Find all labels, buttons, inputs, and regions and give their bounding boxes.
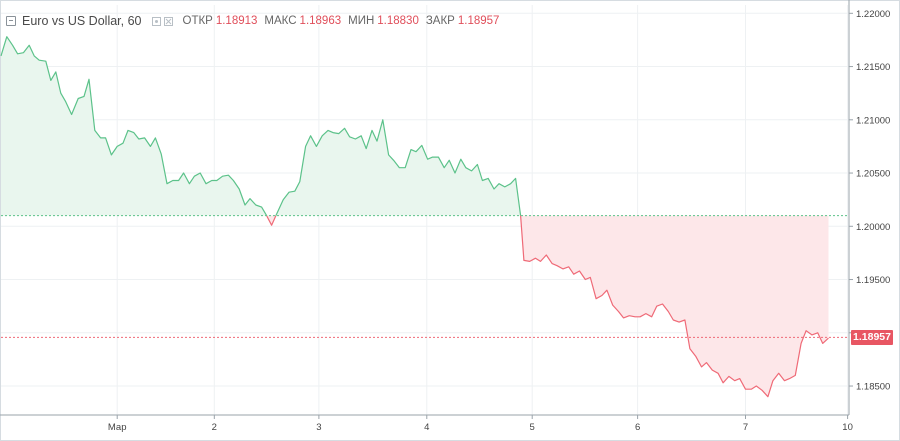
high-value: 1.18963 bbox=[299, 15, 342, 27]
line-segment-down bbox=[520, 215, 829, 398]
x-tick-label: 6 bbox=[635, 422, 640, 433]
open-value: 1.18913 bbox=[215, 15, 258, 27]
area-below-baseline bbox=[266, 215, 276, 226]
x-tick-label: Мар bbox=[108, 422, 127, 433]
x-tick-label: 7 bbox=[743, 422, 748, 433]
visibility-icon[interactable] bbox=[151, 16, 161, 26]
area-fills bbox=[1, 36, 829, 397]
open-label: ОТКР bbox=[182, 15, 213, 27]
line-segment-down bbox=[266, 215, 277, 226]
close-value: 1.18957 bbox=[457, 15, 500, 27]
series-legend: Euro vs US Dollar, 60 ОТКР 1.18913 МАКС … bbox=[6, 12, 499, 30]
low-label: МИН bbox=[348, 15, 375, 27]
x-tick-label: 4 bbox=[424, 422, 429, 433]
y-tick-label: 1.18500 bbox=[856, 382, 890, 393]
y-tick-label: 1.20000 bbox=[856, 222, 890, 233]
line-segment-up bbox=[0, 36, 268, 216]
low-value: 1.18830 bbox=[377, 15, 419, 27]
x-tick-label: 5 bbox=[530, 422, 535, 433]
price-line bbox=[0, 36, 829, 398]
y-tick-label: 1.19500 bbox=[856, 275, 890, 286]
axes: 1.22000 1.21500 1.21000 1.20500 1.20000 1.195… bbox=[0, 0, 890, 433]
current-price-badge: 1.18957 bbox=[851, 329, 893, 345]
reference-lines bbox=[1, 215, 849, 338]
area-below-baseline bbox=[520, 215, 829, 397]
y-tick-label: 1.20500 bbox=[856, 169, 890, 180]
y-tick-label: 1.21500 bbox=[856, 62, 890, 73]
remove-series-icon[interactable] bbox=[163, 16, 173, 26]
high-label: МАКС bbox=[264, 15, 297, 27]
symbol-title: Euro vs US Dollar, 60 bbox=[22, 14, 142, 28]
x-tick-label: 3 bbox=[316, 422, 321, 433]
area-above-baseline bbox=[275, 119, 521, 216]
line-segment-up bbox=[275, 119, 522, 216]
area-above-baseline bbox=[1, 36, 267, 216]
x-tick-label: 10 bbox=[842, 422, 853, 433]
y-tick-label: 1.21000 bbox=[856, 115, 890, 126]
close-label: ЗАКР bbox=[425, 15, 455, 27]
x-tick-label: 2 bbox=[212, 422, 217, 433]
series-menu-icon[interactable] bbox=[6, 16, 16, 26]
y-tick-label: 1.22000 bbox=[856, 9, 890, 20]
